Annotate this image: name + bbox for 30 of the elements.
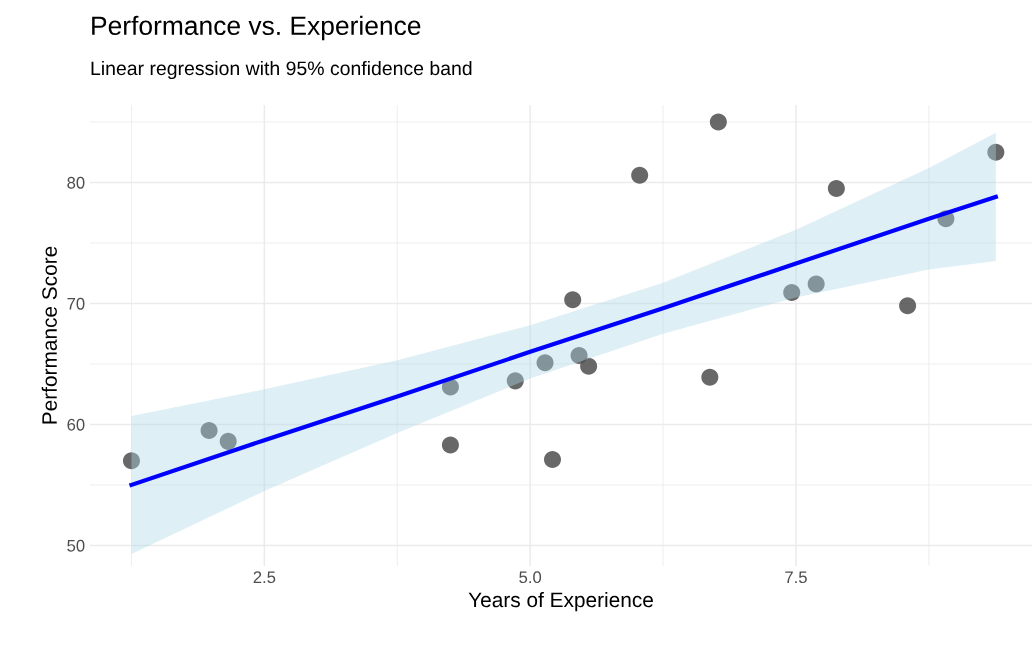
x-tick-label: 5.0 (519, 571, 542, 584)
line-series (129, 194, 998, 488)
point (987, 143, 1005, 161)
y-axis-title: Performance Score (41, 246, 57, 424)
point (827, 179, 845, 197)
point (570, 346, 588, 364)
point (536, 354, 554, 372)
point (631, 166, 649, 184)
point (580, 357, 598, 375)
point (783, 284, 801, 302)
point (701, 368, 719, 386)
point (899, 297, 917, 315)
point (709, 113, 727, 131)
point (506, 372, 524, 390)
point (807, 275, 825, 293)
point (219, 432, 237, 450)
y-tick-label: 50 (67, 539, 85, 552)
point (200, 421, 218, 439)
y-tick-label: 60 (67, 418, 85, 431)
point (441, 436, 459, 454)
point (564, 291, 582, 309)
x-axis-title: Years of Experience (468, 591, 653, 612)
y-tick-label: 80 (67, 176, 85, 189)
point (122, 452, 140, 470)
chart-title: Performance vs. Experience (92, 15, 421, 41)
chart-subtitle: Linear regression with 95% confidence band (91, 60, 472, 80)
x-tick-label: 7.5 (785, 571, 807, 584)
x-tick-label: 2.5 (253, 571, 276, 584)
y-tick-label: 70 (67, 297, 85, 310)
point (543, 451, 561, 469)
